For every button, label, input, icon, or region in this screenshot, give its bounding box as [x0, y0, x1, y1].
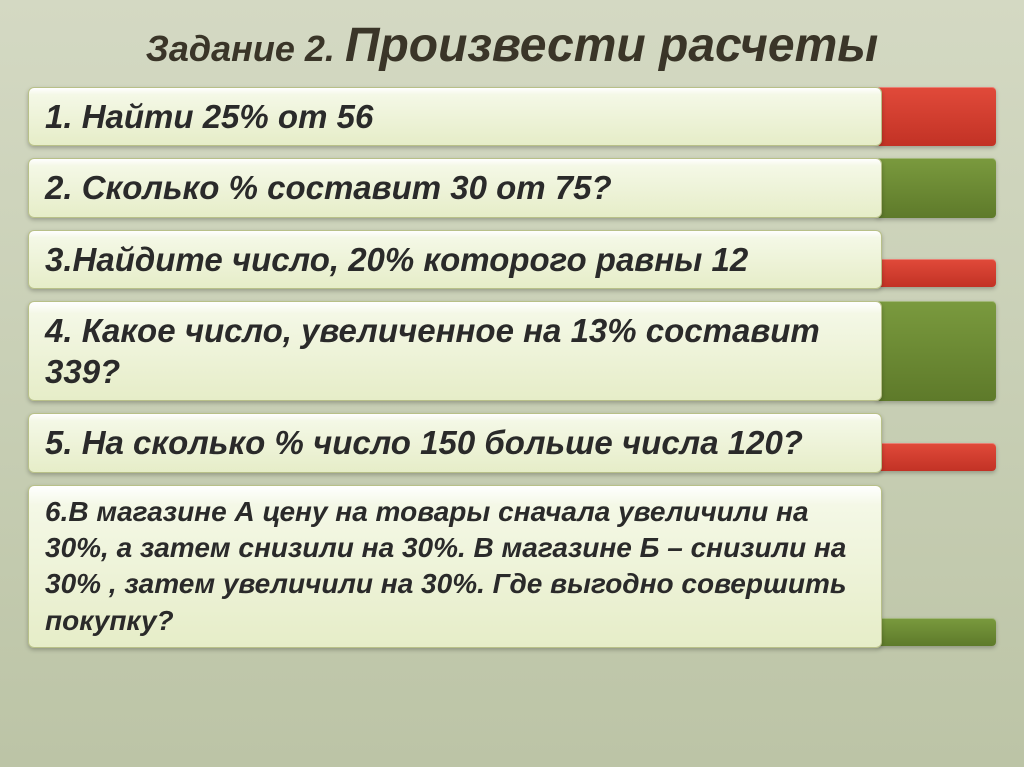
status-tab-red[interactable]	[876, 87, 996, 146]
task-card: 4. Какое число, увеличенное на 13% соста…	[28, 301, 882, 402]
task-row: 5. На сколько % число 150 больше числа 1…	[28, 413, 996, 472]
task-row: 2. Сколько % составит 30 от 75?	[28, 158, 996, 217]
task-card: 3.Найдите число, 20% которого равны 12	[28, 230, 882, 289]
task-card: 2. Сколько % составит 30 от 75?	[28, 158, 882, 217]
status-tab-green[interactable]	[876, 618, 996, 646]
task-row: 3.Найдите число, 20% которого равны 12	[28, 230, 996, 289]
status-tab-green[interactable]	[876, 158, 996, 217]
task-card: 1. Найти 25% от 56	[28, 87, 882, 146]
title-prefix: Задание 2.	[146, 28, 335, 69]
status-tab-green[interactable]	[876, 301, 996, 402]
task-card: 5. На сколько % число 150 больше числа 1…	[28, 413, 882, 472]
task-row: 6.В магазине А цену на товары сначала ув…	[28, 485, 996, 649]
task-list: 1. Найти 25% от 56 2. Сколько % составит …	[28, 87, 996, 648]
title-main: Произвести расчеты	[345, 19, 878, 72]
slide-title: Задание 2. Произвести расчеты	[28, 18, 996, 73]
status-tab-red[interactable]	[876, 443, 996, 471]
task-card: 6.В магазине А цену на товары сначала ув…	[28, 485, 882, 649]
status-tab-red[interactable]	[876, 259, 996, 287]
task-row: 1. Найти 25% от 56	[28, 87, 996, 146]
task-row: 4. Какое число, увеличенное на 13% соста…	[28, 301, 996, 402]
